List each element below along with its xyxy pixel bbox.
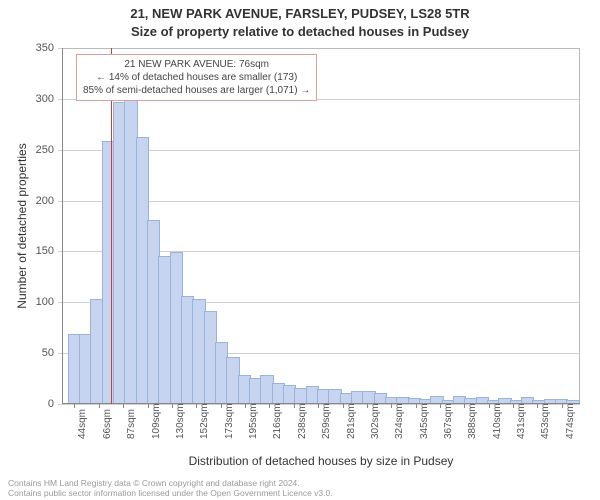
- annotation-line-2: ← 14% of detached houses are smaller (17…: [83, 71, 310, 84]
- x-tick: [440, 404, 441, 408]
- x-tick: [537, 404, 538, 408]
- annotation-box: 21 NEW PARK AVENUE: 76sqm ← 14% of detac…: [76, 54, 317, 101]
- x-tick: [562, 404, 563, 408]
- x-tick: [343, 404, 344, 408]
- x-tick-label: 345sqm: [419, 403, 430, 439]
- x-tick-label: 238sqm: [297, 403, 308, 439]
- footer-line-1: Contains HM Land Registry data © Crown c…: [8, 478, 333, 488]
- x-tick-label: 388sqm: [467, 403, 478, 439]
- footer-line-2: Contains public sector information licen…: [8, 488, 333, 498]
- footer: Contains HM Land Registry data © Crown c…: [8, 478, 333, 498]
- x-tick: [196, 404, 197, 408]
- x-tick-label: 87sqm: [126, 409, 137, 439]
- x-tick-label: 367sqm: [443, 403, 454, 439]
- annotation-line-1: 21 NEW PARK AVENUE: 76sqm: [83, 58, 310, 71]
- x-tick-label: 152sqm: [199, 403, 210, 439]
- plot-area: 21 NEW PARK AVENUE: 76sqm ← 14% of detac…: [62, 48, 580, 404]
- y-tick-label: 50: [26, 347, 54, 359]
- x-tick: [74, 404, 75, 408]
- title-line-2: Size of property relative to detached ho…: [0, 24, 600, 39]
- x-tick: [391, 404, 392, 408]
- property-marker-line: [111, 48, 113, 404]
- x-tick-label: 410sqm: [492, 403, 503, 439]
- x-tick-label: 173sqm: [224, 403, 235, 439]
- x-tick: [464, 404, 465, 408]
- x-tick-label: 44sqm: [77, 409, 88, 439]
- x-tick-label: 281sqm: [346, 403, 357, 439]
- x-tick: [416, 404, 417, 408]
- x-tick: [294, 404, 295, 408]
- x-tick-label: 453sqm: [540, 403, 551, 439]
- x-tick-label: 431sqm: [516, 403, 527, 439]
- x-axis-label: Distribution of detached houses by size …: [62, 454, 580, 468]
- x-tick: [245, 404, 246, 408]
- annotation-line-3: 85% of semi-detached houses are larger (…: [83, 84, 310, 97]
- x-tick: [172, 404, 173, 408]
- x-tick: [269, 404, 270, 408]
- x-tick-label: 130sqm: [175, 403, 186, 439]
- x-tick: [221, 404, 222, 408]
- y-tick-label: 300: [26, 93, 54, 105]
- x-tick-label: 474sqm: [565, 403, 576, 439]
- y-axis-label: Number of detached properties: [15, 143, 29, 308]
- x-tick: [367, 404, 368, 408]
- x-tick: [99, 404, 100, 408]
- x-tick-label: 324sqm: [394, 403, 405, 439]
- x-tick-label: 259sqm: [321, 403, 332, 439]
- x-tick: [148, 404, 149, 408]
- x-tick-label: 195sqm: [248, 403, 259, 439]
- title-line-1: 21, NEW PARK AVENUE, FARSLEY, PUDSEY, LS…: [0, 6, 600, 21]
- x-tick: [489, 404, 490, 408]
- y-tick-label: 200: [26, 195, 54, 207]
- y-tick-label: 350: [26, 42, 54, 54]
- x-tick-label: 302sqm: [370, 403, 381, 439]
- x-tick: [123, 404, 124, 408]
- y-tick-label: 250: [26, 144, 54, 156]
- x-tick-label: 66sqm: [102, 409, 113, 439]
- y-tick-label: 150: [26, 245, 54, 257]
- y-axis-line: [62, 48, 63, 404]
- x-tick: [318, 404, 319, 408]
- x-tick-label: 216sqm: [272, 403, 283, 439]
- x-tick: [513, 404, 514, 408]
- x-tick-label: 109sqm: [151, 403, 162, 439]
- chart-container: { "title_line1": "21, NEW PARK AVENUE, F…: [0, 0, 600, 500]
- y-tick-label: 100: [26, 296, 54, 308]
- y-tick-label: 0: [26, 398, 54, 410]
- bars-group: [62, 48, 580, 404]
